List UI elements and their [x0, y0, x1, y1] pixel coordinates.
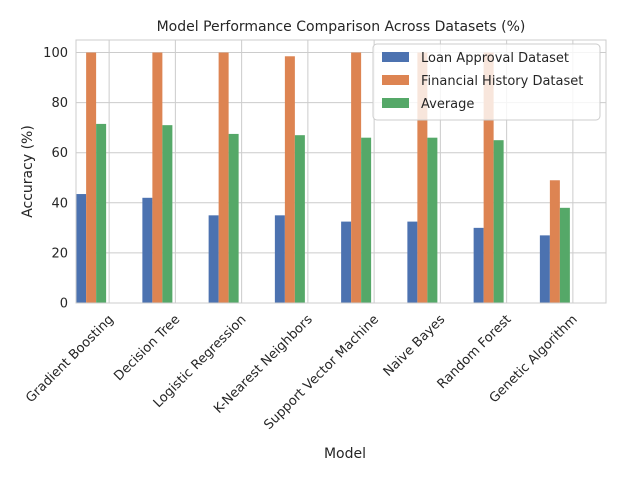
y-tick-label: 0 [60, 297, 68, 312]
chart-title: Model Performance Comparison Across Data… [157, 19, 526, 35]
bar [152, 52, 163, 304]
bars [76, 52, 570, 304]
x-tick-label: Naive Bayes [381, 312, 449, 380]
y-tick-label: 20 [51, 246, 68, 261]
x-axis-label: Model [324, 446, 366, 462]
bar [284, 56, 295, 304]
bar [427, 137, 438, 303]
y-tick-label: 80 [51, 96, 68, 111]
bar [361, 137, 372, 303]
bar [539, 235, 550, 303]
legend-swatch [382, 75, 409, 85]
bar [407, 221, 418, 303]
y-tick-label: 60 [51, 146, 68, 161]
bar [218, 52, 229, 304]
bar [559, 207, 570, 303]
legend-swatch [382, 98, 409, 108]
bar [228, 133, 239, 303]
bar [351, 52, 362, 304]
y-tick-label: 100 [43, 46, 68, 61]
y-tick-labels: 0 20 40 60 80 100 [43, 46, 68, 311]
bar [341, 221, 352, 303]
bar [96, 123, 107, 304]
x-tick-label: Support Vector Machine [261, 312, 382, 433]
bar [142, 197, 153, 303]
bar [76, 194, 87, 303]
bar [549, 180, 560, 303]
legend-label: Average [421, 97, 474, 112]
bar [483, 52, 494, 304]
plot-frame [75, 39, 607, 304]
x-tick-label: Gradient Boosting [23, 312, 117, 406]
bar [417, 52, 428, 304]
legend-swatch [382, 52, 409, 62]
bar [162, 125, 173, 304]
legend-label: Financial History Dataset [421, 74, 583, 89]
y-tick-label: 40 [51, 196, 68, 211]
bar [86, 52, 97, 304]
legend: Loan Approval Dataset Financial History D… [372, 43, 601, 121]
bar [473, 227, 484, 303]
bar [208, 215, 219, 303]
bar [294, 135, 305, 303]
y-axis-label: Accuracy (%) [20, 125, 36, 218]
bar [274, 215, 285, 303]
bar [493, 140, 504, 303]
legend-box [372, 43, 601, 121]
x-tick-label: Decision Tree [111, 312, 183, 384]
legend-label: Loan Approval Dataset [421, 51, 569, 66]
